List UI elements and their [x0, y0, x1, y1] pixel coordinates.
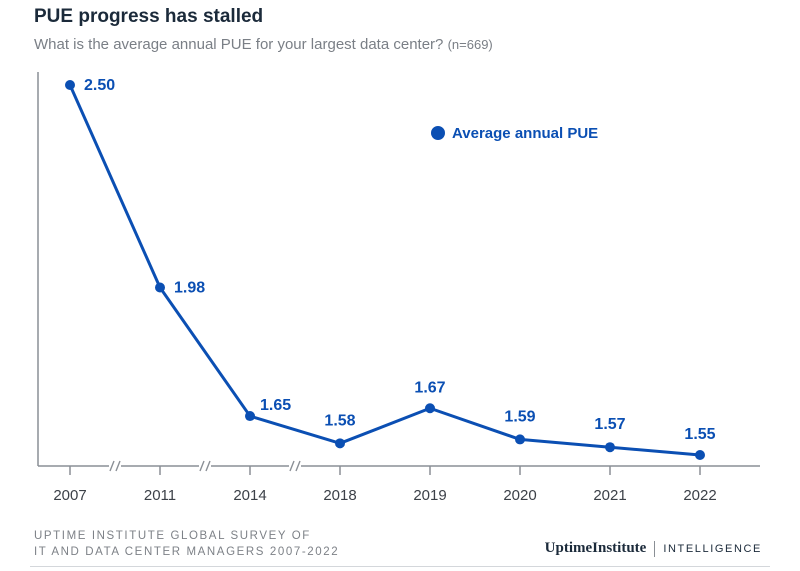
data-point — [515, 434, 525, 445]
x-tick-label: 2014 — [233, 487, 266, 504]
brand-suffix: INTELLIGENCE — [663, 542, 762, 555]
data-point — [65, 80, 75, 90]
x-tick-label: 2019 — [413, 487, 446, 504]
axis-break-gap — [289, 463, 301, 469]
x-tick-label: 2018 — [323, 487, 356, 504]
legend-marker — [431, 126, 445, 140]
axis-break-mark — [199, 460, 205, 472]
x-tick-label: 2020 — [503, 487, 536, 504]
data-point — [605, 442, 615, 453]
data-label: 2.50 — [84, 77, 115, 94]
data-point — [695, 450, 705, 460]
subtitle-question: What is the average annual PUE for your … — [34, 36, 444, 53]
source-note: UPTIME INSTITUTE GLOBAL SURVEY OF IT AND… — [34, 528, 339, 560]
x-tick-label: 2021 — [593, 487, 626, 504]
x-tick-label: 2011 — [144, 487, 176, 504]
data-label: 1.58 — [324, 412, 355, 429]
data-point — [155, 282, 165, 293]
data-label: 1.55 — [684, 426, 715, 443]
chart-title: PUE progress has stalled — [34, 6, 264, 27]
legend-label: Average annual PUE — [452, 125, 598, 142]
x-tick-label: 2007 — [53, 487, 86, 504]
brand-logo: UptimeInstitute INTELLIGENCE — [545, 540, 762, 557]
data-label: 1.98 — [174, 280, 205, 297]
data-label: 1.57 — [594, 416, 625, 433]
axis-break-gap — [199, 463, 211, 469]
x-tick-label: 2022 — [683, 487, 716, 504]
data-point — [245, 411, 255, 422]
footer-divider — [30, 566, 770, 567]
axis-break-mark — [205, 460, 211, 472]
axis-break-mark — [115, 460, 121, 472]
data-point — [335, 438, 345, 449]
axis-break-mark — [289, 460, 295, 472]
data-point — [425, 403, 435, 414]
axis-break-mark — [295, 460, 301, 472]
data-label: 1.59 — [504, 408, 535, 425]
brand-name: UptimeInstitute — [544, 540, 647, 556]
series-line — [68, 83, 702, 457]
data-label: 1.67 — [414, 379, 445, 396]
sample-size: (n=669) — [447, 37, 493, 52]
axis-break-mark — [109, 460, 115, 472]
source-line-1: UPTIME INSTITUTE GLOBAL SURVEY OF — [34, 530, 311, 542]
axis-break-gap — [109, 463, 121, 469]
brand-divider — [654, 540, 656, 557]
data-label: 1.65 — [260, 397, 291, 414]
chart-subtitle: What is the average annual PUE for your … — [34, 36, 493, 53]
source-line-2: IT AND DATA CENTER MANAGERS 2007-2022 — [34, 546, 340, 558]
